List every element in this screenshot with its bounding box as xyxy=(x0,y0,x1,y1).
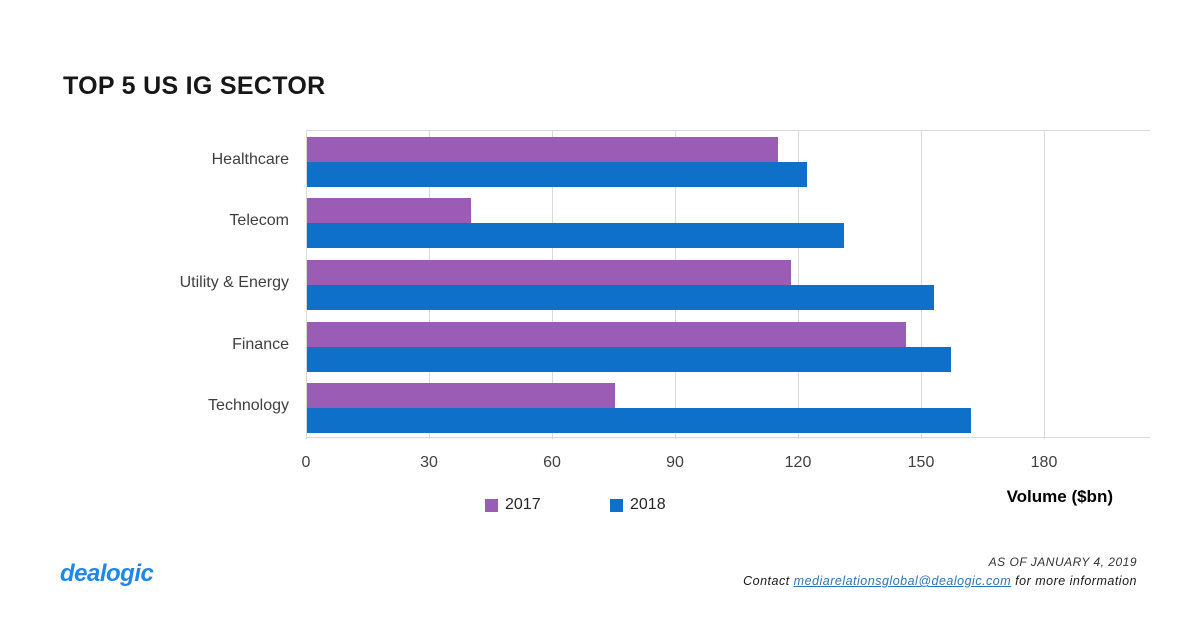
footer-info: AS OF JANUARY 4, 2019 Contact mediarelat… xyxy=(743,553,1137,591)
bar-2018-healthcare xyxy=(307,162,807,187)
plot-area xyxy=(306,130,1150,439)
tick-label-0: 0 xyxy=(301,454,311,471)
dealogic-logo: dealogic xyxy=(60,560,154,587)
contact-line: Contact mediarelationsglobal@dealogic.co… xyxy=(743,572,1137,591)
gridline-180 xyxy=(1044,131,1045,439)
legend-item-2018: 2018 xyxy=(610,496,666,514)
tick-label-120: 120 xyxy=(784,454,812,471)
bar-2017-telecom xyxy=(307,198,471,223)
bar-2018-utility-energy xyxy=(307,285,934,310)
bar-2017-utility-energy xyxy=(307,260,791,285)
category-label-telecom: Telecom xyxy=(229,212,289,229)
legend-label-2018: 2018 xyxy=(630,496,666,513)
legend-swatch-2017 xyxy=(485,498,498,512)
contact-prefix: Contact xyxy=(743,574,794,588)
category-label-utility-energy: Utility & Energy xyxy=(179,274,289,291)
tick-label-60: 60 xyxy=(543,454,561,471)
tick-label-180: 180 xyxy=(1030,454,1058,471)
gridline-0 xyxy=(306,131,307,439)
legend-item-2017: 2017 xyxy=(485,496,541,514)
legend-label-2017: 2017 xyxy=(505,496,541,513)
bar-2017-healthcare xyxy=(307,137,778,162)
chart-title: TOP 5 US IG SECTOR xyxy=(63,72,326,100)
x-axis-title: Volume ($bn) xyxy=(1006,487,1113,506)
legend-swatch-2018 xyxy=(610,498,623,512)
bar-2018-telecom xyxy=(307,223,844,248)
bar-2017-finance xyxy=(307,322,906,347)
contact-email-link[interactable]: mediarelationsglobal@dealogic.com xyxy=(793,574,1012,588)
as-of-date: AS OF JANUARY 4, 2019 xyxy=(988,555,1137,569)
category-label-healthcare: Healthcare xyxy=(211,151,289,168)
bar-2018-finance xyxy=(307,347,951,372)
contact-suffix: for more information xyxy=(1011,574,1137,588)
tick-label-150: 150 xyxy=(907,454,935,471)
bar-2018-technology xyxy=(307,408,971,433)
category-label-finance: Finance xyxy=(232,336,289,353)
bar-2017-technology xyxy=(307,383,615,408)
category-label-technology: Technology xyxy=(208,397,289,414)
tick-label-90: 90 xyxy=(666,454,684,471)
tick-label-30: 30 xyxy=(420,454,438,471)
